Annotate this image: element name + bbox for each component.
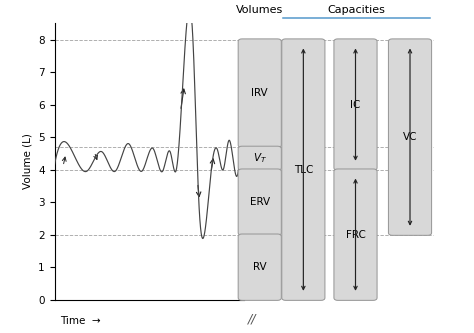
FancyBboxPatch shape <box>388 39 431 235</box>
Text: //: // <box>248 312 256 325</box>
Text: VC: VC <box>403 132 417 142</box>
FancyBboxPatch shape <box>334 39 377 170</box>
Text: RV: RV <box>253 262 266 272</box>
FancyBboxPatch shape <box>334 169 377 300</box>
FancyBboxPatch shape <box>238 146 282 170</box>
FancyBboxPatch shape <box>238 39 282 148</box>
Text: $V_T$: $V_T$ <box>253 152 267 165</box>
FancyBboxPatch shape <box>238 169 282 235</box>
Text: IC: IC <box>350 100 361 110</box>
Text: Capacities: Capacities <box>328 5 386 15</box>
Y-axis label: Volume (L): Volume (L) <box>23 134 33 189</box>
Text: ERV: ERV <box>250 197 270 207</box>
Text: Volumes: Volumes <box>236 5 283 15</box>
FancyBboxPatch shape <box>282 39 325 300</box>
Text: Time  →: Time → <box>60 316 101 326</box>
Text: FRC: FRC <box>346 230 365 240</box>
Text: TLC: TLC <box>294 165 313 174</box>
Text: IRV: IRV <box>251 88 268 98</box>
FancyBboxPatch shape <box>238 234 282 300</box>
